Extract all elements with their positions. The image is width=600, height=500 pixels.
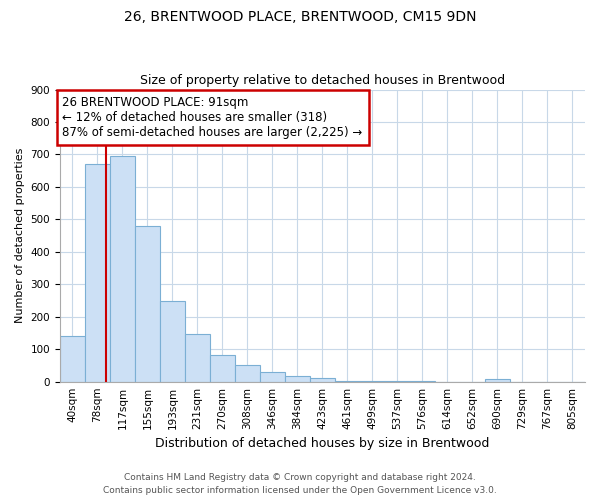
Bar	[185, 334, 210, 382]
Bar	[485, 379, 510, 382]
Title: Size of property relative to detached houses in Brentwood: Size of property relative to detached ho…	[140, 74, 505, 87]
Bar	[60, 336, 85, 382]
Text: 26 BRENTWOOD PLACE: 91sqm
← 12% of detached houses are smaller (318)
87% of semi: 26 BRENTWOOD PLACE: 91sqm ← 12% of detac…	[62, 96, 362, 139]
Bar	[260, 372, 285, 382]
Bar	[285, 376, 310, 382]
Bar	[110, 156, 135, 382]
Text: 26, BRENTWOOD PLACE, BRENTWOOD, CM15 9DN: 26, BRENTWOOD PLACE, BRENTWOOD, CM15 9DN	[124, 10, 476, 24]
Bar	[135, 226, 160, 382]
Bar	[235, 366, 260, 382]
X-axis label: Distribution of detached houses by size in Brentwood: Distribution of detached houses by size …	[155, 437, 490, 450]
Text: Contains HM Land Registry data © Crown copyright and database right 2024.
Contai: Contains HM Land Registry data © Crown c…	[103, 473, 497, 495]
Bar	[210, 354, 235, 382]
Bar	[85, 164, 110, 382]
Bar	[335, 380, 360, 382]
Bar	[160, 301, 185, 382]
Bar	[310, 378, 335, 382]
Y-axis label: Number of detached properties: Number of detached properties	[15, 148, 25, 324]
